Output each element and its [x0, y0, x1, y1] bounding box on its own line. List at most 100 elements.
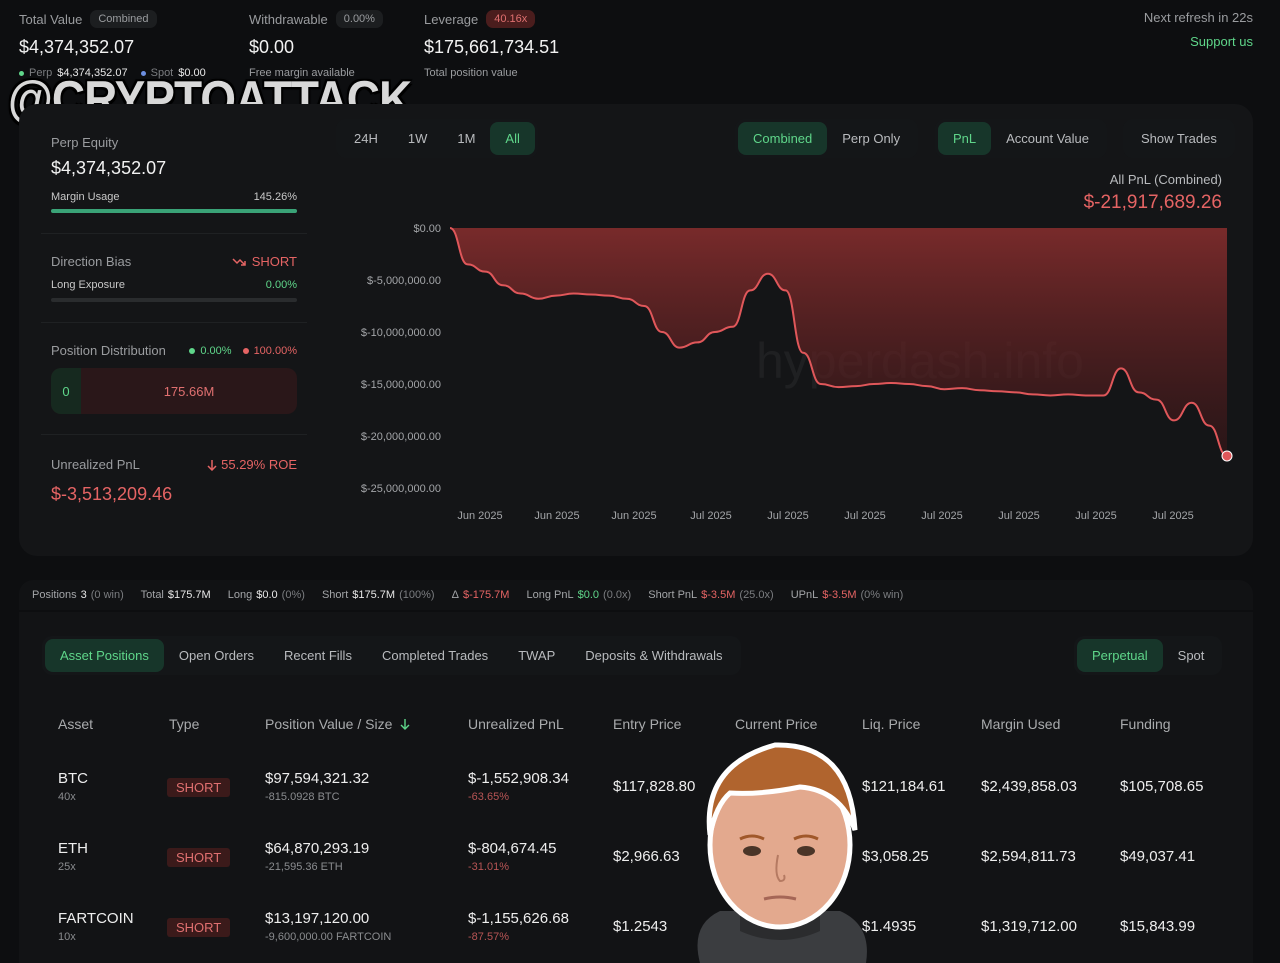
- short-value: $175.7M: [352, 589, 396, 601]
- perp-spot-breakdown: Perp $4,374,352.07 Spot $0.00: [19, 67, 206, 79]
- long-pnl-value: $0.0: [577, 589, 600, 601]
- divider: [41, 434, 307, 435]
- margin-used: $1,319,712.00: [981, 918, 1077, 935]
- col-current-price[interactable]: Current Price: [735, 716, 818, 732]
- metric-tab-pnl[interactable]: PnL: [938, 122, 992, 155]
- row-asset[interactable]: ETH 25x: [58, 840, 88, 873]
- col-unrealized-pnl[interactable]: Unrealized PnL: [468, 716, 564, 732]
- range-tab-1m[interactable]: 1M: [457, 131, 476, 146]
- market-tab-perpetual[interactable]: Perpetual: [1077, 639, 1163, 672]
- direction-bias-value: SHORT: [251, 254, 297, 269]
- position-size: -21,595.36 ETH: [265, 861, 343, 873]
- range-tab-24h[interactable]: 24H: [354, 131, 378, 146]
- tab-deposits-withdrawals[interactable]: Deposits & Withdrawals: [585, 648, 723, 663]
- row-entry: $117,828.80: [613, 778, 695, 795]
- tab-twap[interactable]: TWAP: [518, 648, 556, 663]
- market-tab-spot[interactable]: Spot: [1177, 648, 1205, 663]
- withdrawable-sub: Free margin available: [249, 67, 355, 79]
- margin-usage-label: Margin Usage: [51, 191, 120, 203]
- pnl-title: All PnL (Combined): [1109, 172, 1222, 187]
- col-position-value[interactable]: Position Value / Size: [265, 716, 410, 732]
- long-exposure-bar: [51, 298, 297, 302]
- positions-label: Positions: [32, 589, 77, 601]
- row-asset[interactable]: BTC 40x: [58, 770, 88, 803]
- col-type[interactable]: Type: [169, 716, 200, 732]
- long-pnl-sub: (0.0x): [603, 589, 632, 601]
- distribution-bar: 0 175.66M: [51, 368, 297, 414]
- row-funding: $105,708.65: [1120, 778, 1203, 795]
- x-tick-label: Jul 2025: [921, 510, 963, 522]
- y-tick-label: $0.00: [413, 223, 441, 235]
- row-margin: $2,594,811.73: [981, 848, 1076, 865]
- upnl-sub: (0% win): [860, 589, 904, 601]
- position-size: -9,600,000.00 FARTCOIN: [265, 931, 392, 943]
- long-label: Long: [227, 589, 253, 601]
- refresh-timer: Next refresh in 22s: [1143, 10, 1253, 25]
- tab-recent-fills[interactable]: Recent Fills: [284, 648, 352, 663]
- unrealized-pnl-pct: -87.57%: [468, 931, 509, 943]
- entry-price: $2,966.63: [613, 848, 680, 865]
- row-liq: $121,184.61: [862, 778, 945, 795]
- mode-tab-perp-only[interactable]: Perp Only: [842, 131, 901, 146]
- total-value-label: Total Value: [19, 11, 83, 27]
- tab-asset-positions[interactable]: Asset Positions: [45, 639, 164, 672]
- entry-price: $1.2543: [613, 918, 668, 935]
- positions-value: 3: [80, 589, 87, 601]
- row-margin: $2,439,858.03: [981, 778, 1077, 795]
- y-tick-label: $-5,000,000.00: [367, 275, 441, 287]
- mode-tab-combined[interactable]: Combined: [738, 122, 828, 155]
- total-value: $4,374,352.07: [19, 37, 135, 57]
- col-liq-price[interactable]: Liq. Price: [862, 716, 921, 732]
- divider: [41, 233, 307, 234]
- support-link[interactable]: Support us: [1190, 34, 1253, 49]
- long-exposure-label: Long Exposure: [51, 279, 125, 291]
- row-asset[interactable]: FARTCOIN 10x: [58, 910, 134, 943]
- short-pnl-sub: (25.0x): [739, 589, 774, 601]
- perp-label: Perp: [29, 67, 53, 79]
- pnl-value: $-21,917,689.26: [1083, 192, 1222, 213]
- row-position: $64,870,293.19 -21,595.36 ETH: [265, 840, 369, 873]
- mode-tabs: Combined Perp Only: [735, 119, 919, 158]
- spot-label: Spot: [150, 67, 174, 79]
- row-liq: $1.4935: [862, 918, 916, 935]
- metric-tab-account-value[interactable]: Account Value: [1006, 131, 1090, 146]
- liq-price: $3,058.25: [862, 848, 929, 865]
- spot-dot-icon: [140, 70, 146, 76]
- range-tab-all[interactable]: All: [490, 122, 535, 155]
- col-asset[interactable]: Asset: [58, 716, 94, 732]
- x-tick-label: Jul 2025: [998, 510, 1040, 522]
- show-trades-group: Show Trades: [1123, 119, 1235, 158]
- tab-open-orders[interactable]: Open Orders: [178, 648, 255, 663]
- tab-completed-trades[interactable]: Completed Trades: [381, 648, 489, 663]
- asset-leverage: 10x: [58, 931, 76, 943]
- range-tab-1w[interactable]: 1W: [407, 131, 428, 146]
- row-funding: $15,843.99: [1120, 918, 1195, 935]
- leverage-block: Leverage 40.16x $175,661,734.51 Total po…: [424, 10, 559, 79]
- trending-down-icon: [232, 257, 246, 266]
- row-position: $97,594,321.32 -815.0928 BTC: [265, 770, 369, 803]
- combined-badge: Combined: [90, 10, 157, 28]
- row-upnl: $-804,674.45 -31.01%: [468, 840, 556, 873]
- entry-price: $117,828.80: [613, 778, 696, 795]
- col-funding[interactable]: Funding: [1120, 716, 1171, 732]
- unrealized-pnl-value: $-3,513,209.46: [51, 484, 173, 504]
- meme-face-overlay: [697, 742, 867, 963]
- position-distribution-label: Position Distribution: [51, 343, 166, 358]
- show-trades-button[interactable]: Show Trades: [1141, 131, 1217, 146]
- row-margin: $1,319,712.00: [981, 918, 1077, 935]
- delta-label: Δ: [451, 589, 459, 601]
- short-pnl-label: Short PnL: [648, 589, 698, 601]
- x-tick-label: Jun 2025: [457, 510, 502, 522]
- asset-leverage: 40x: [58, 791, 76, 803]
- short-label: Short: [321, 589, 349, 601]
- spot-value: $0.00: [178, 67, 206, 79]
- total-value-block: Total Value Combined $4,374,352.07 Perp …: [19, 10, 206, 79]
- x-tick-label: Jul 2025: [844, 510, 886, 522]
- leverage-value: $175,661,734.51: [424, 37, 560, 57]
- row-entry: $1.2543: [613, 918, 667, 935]
- col-entry-price[interactable]: Entry Price: [613, 716, 682, 732]
- margin-usage-bar: [51, 209, 297, 213]
- col-margin-used[interactable]: Margin Used: [981, 716, 1061, 732]
- dist-short-segment: 175.66M: [163, 383, 215, 399]
- positions-sub: (0 win): [90, 589, 124, 601]
